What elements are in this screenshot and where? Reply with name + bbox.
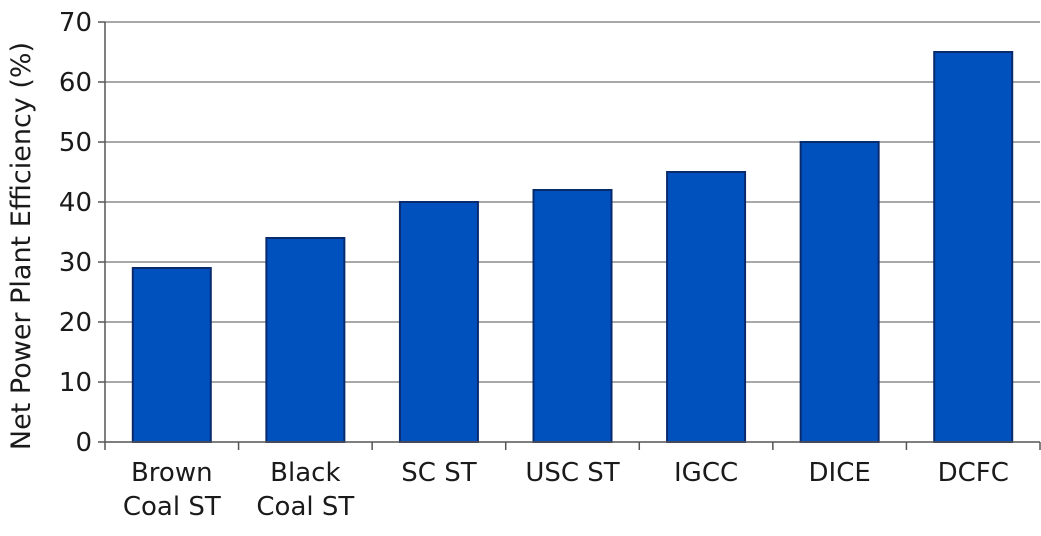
x-category-label-line: SC ST [401, 458, 476, 488]
x-category-label-line: IGCC [674, 458, 738, 488]
y-tick-label: 40 [59, 188, 92, 218]
x-category-label: DCFC [938, 458, 1009, 488]
x-category-label-line: Coal ST [123, 492, 221, 522]
x-category-label: IGCC [674, 458, 738, 488]
bar [933, 51, 1014, 443]
x-category-label: Black Coal ST [256, 458, 354, 522]
y-tick-label: 50 [59, 128, 92, 158]
y-tick-labels: 0 10 20 30 40 50 60 70 [59, 8, 92, 458]
y-tick-label: 30 [59, 248, 92, 278]
y-tick-label: 0 [75, 428, 92, 458]
y-axis-title: Net Power Plant Efficiency (%) [6, 42, 37, 450]
x-category-label: SC ST [401, 458, 476, 488]
y-tick-label: 60 [59, 68, 92, 98]
x-category-label-line: Brown [131, 458, 213, 488]
x-category-label-line: Coal ST [256, 492, 354, 522]
x-category-labels: Brown Coal ST Black Coal ST SC ST USC ST IGCC D… [123, 458, 1009, 522]
bar [398, 201, 479, 443]
x-category-label-line: USC ST [525, 458, 619, 488]
bar [532, 189, 613, 443]
y-tick-label: 20 [59, 308, 92, 338]
bars [131, 51, 1014, 443]
x-category-label-line: DICE [809, 458, 871, 488]
y-tick-label: 10 [59, 368, 92, 398]
bar [265, 237, 346, 443]
x-category-label: DICE [809, 458, 871, 488]
x-category-label-line: DCFC [938, 458, 1009, 488]
x-category-label-line: Black [270, 458, 340, 488]
x-category-label: Brown Coal ST [123, 458, 221, 522]
bar [666, 171, 747, 443]
y-tick-label: 70 [59, 8, 92, 38]
bar [131, 267, 212, 443]
axes [98, 21, 1041, 450]
bar [799, 141, 880, 443]
x-category-label: USC ST [525, 458, 619, 488]
